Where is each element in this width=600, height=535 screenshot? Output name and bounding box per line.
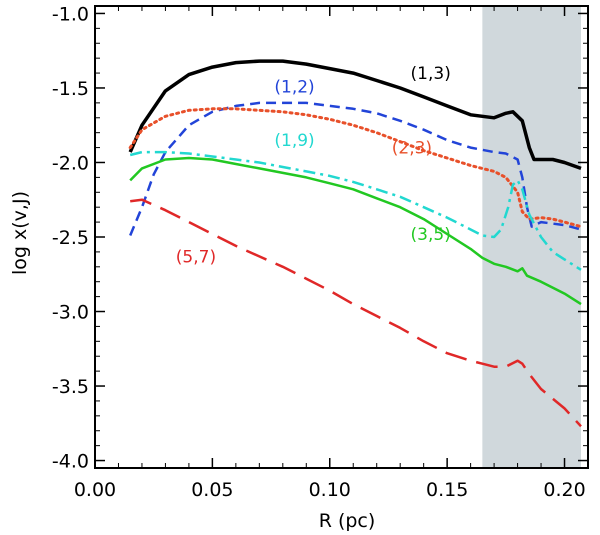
series-line-1: [128, 59, 582, 171]
y-axis-label: log x(v,J): [9, 191, 31, 275]
plot-frame: [94, 5, 589, 469]
shaded-region: [482, 6, 581, 468]
y-tick-label: -2.5: [52, 227, 89, 249]
y-tick-label: -1.0: [52, 3, 89, 25]
labels-layer: (1,3) (1,2) (2,3) (1,9) (3,5) (5,7): [176, 64, 451, 267]
series-label-2: (1,2): [274, 77, 314, 97]
y-tick-label: -3.5: [52, 376, 89, 398]
series-label-3: (2,3): [392, 139, 432, 159]
x-tick-label: 0.00: [74, 479, 116, 501]
series-label-5: (3,5): [411, 225, 451, 245]
x-tick-label: 0.20: [543, 479, 585, 501]
series-line-6: [130, 198, 582, 428]
ticks-layer: 0.00 0.05 0.10 0.15 0.20 -1.0 -1.5 -2.0 -2.5 -3.0…: [52, 3, 588, 501]
series-label-1: (1,3): [411, 64, 451, 84]
series-line-3: [128, 107, 583, 229]
series-layer: [128, 59, 583, 428]
series-label-4: (1,9): [274, 131, 314, 151]
y-tick-label: -2.0: [52, 152, 89, 174]
y-tick-label: -3.0: [52, 302, 89, 324]
x-axis-label: R (pc): [319, 510, 376, 532]
series-line-2: [129, 101, 582, 236]
x-tick-label: 0.05: [191, 479, 233, 501]
x-tick-label: 0.15: [426, 479, 468, 501]
series-line-4: [129, 150, 582, 271]
series-line-5: [129, 156, 582, 306]
x-tick-label: 0.10: [309, 479, 351, 501]
series-label-6: (5,7): [176, 247, 216, 267]
y-tick-label: -4.0: [52, 451, 89, 473]
y-tick-label: -1.5: [52, 78, 89, 100]
